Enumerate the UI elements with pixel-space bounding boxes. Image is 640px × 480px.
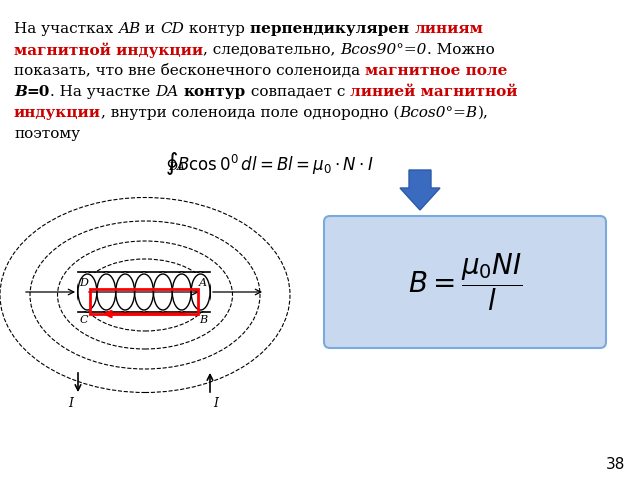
- Text: $B = \dfrac{\mu_0 N I}{l}$: $B = \dfrac{\mu_0 N I}{l}$: [408, 251, 522, 313]
- Text: На участках: На участках: [14, 22, 118, 36]
- Text: Bcos0°=B: Bcos0°=B: [399, 106, 477, 120]
- Text: контур: контур: [184, 85, 246, 99]
- Text: 38: 38: [605, 457, 625, 472]
- Text: A: A: [199, 278, 207, 288]
- Ellipse shape: [191, 272, 211, 312]
- Text: и: и: [140, 22, 160, 36]
- Ellipse shape: [97, 272, 116, 312]
- FancyArrow shape: [400, 170, 440, 210]
- Text: DA: DA: [156, 85, 179, 99]
- Text: , следовательно,: , следовательно,: [203, 43, 340, 57]
- Text: совпадает с: совпадает с: [246, 85, 350, 99]
- Text: Bcos90°=0: Bcos90°=0: [340, 43, 427, 57]
- Ellipse shape: [134, 274, 154, 310]
- Bar: [90, 289, 198, 314]
- FancyBboxPatch shape: [324, 216, 606, 348]
- Text: C: C: [79, 315, 88, 325]
- Text: контур: контур: [184, 22, 250, 36]
- Text: перпендикулярен: перпендикулярен: [250, 22, 414, 36]
- Text: AB: AB: [118, 22, 140, 36]
- Ellipse shape: [134, 272, 154, 312]
- Ellipse shape: [172, 272, 191, 312]
- Ellipse shape: [77, 272, 97, 312]
- Text: линиям: линиям: [414, 22, 483, 36]
- Ellipse shape: [153, 272, 173, 312]
- Ellipse shape: [172, 272, 191, 312]
- Text: B: B: [199, 315, 207, 325]
- Ellipse shape: [154, 274, 172, 310]
- Text: показать, что вне бесконечного соленоида: показать, что вне бесконечного соленоида: [14, 64, 365, 78]
- Text: поэтому: поэтому: [14, 127, 80, 141]
- Ellipse shape: [115, 272, 135, 312]
- Text: линией магнитной: линией магнитной: [350, 85, 517, 99]
- Text: CD: CD: [160, 22, 184, 36]
- Text: . На участке: . На участке: [51, 85, 156, 99]
- Ellipse shape: [134, 272, 154, 312]
- Text: ),: ),: [477, 106, 488, 120]
- Ellipse shape: [191, 272, 211, 312]
- Text: =0: =0: [27, 85, 51, 99]
- Text: индукции: индукции: [14, 106, 101, 120]
- Ellipse shape: [153, 272, 173, 312]
- Text: $\oint B\cos 0^0\, dl = Bl = \mu_0 \cdot N \cdot I$: $\oint B\cos 0^0\, dl = Bl = \mu_0 \cdot…: [165, 150, 374, 177]
- Text: , внутри соленоида поле однородно (: , внутри соленоида поле однородно (: [101, 106, 399, 120]
- Ellipse shape: [191, 274, 210, 310]
- Ellipse shape: [172, 274, 191, 310]
- Bar: [78, 273, 210, 311]
- Text: B: B: [14, 85, 27, 99]
- Text: I: I: [213, 397, 218, 410]
- Ellipse shape: [78, 274, 97, 310]
- Text: магнитной индукции: магнитной индукции: [14, 43, 203, 59]
- Text: D: D: [79, 278, 88, 288]
- Text: . Можно: . Можно: [427, 43, 495, 57]
- Ellipse shape: [97, 272, 116, 312]
- Ellipse shape: [77, 272, 97, 312]
- Ellipse shape: [97, 274, 116, 310]
- Text: DA: DA: [168, 162, 185, 172]
- Ellipse shape: [116, 274, 134, 310]
- Ellipse shape: [115, 272, 135, 312]
- Text: I: I: [68, 397, 73, 410]
- Text: магнитное поле: магнитное поле: [365, 64, 508, 78]
